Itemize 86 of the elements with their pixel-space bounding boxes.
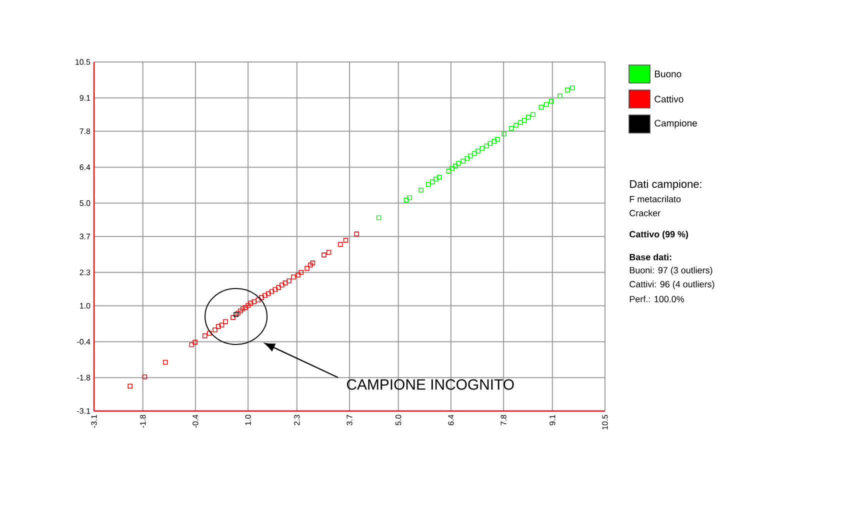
point <box>460 158 466 164</box>
point <box>308 262 313 268</box>
point <box>252 299 256 304</box>
point <box>548 98 554 104</box>
point <box>256 297 261 302</box>
point <box>509 126 514 131</box>
legend-label: Cattivo <box>654 96 684 102</box>
point <box>426 182 431 187</box>
point <box>206 330 212 336</box>
point <box>518 120 523 125</box>
point <box>272 287 278 292</box>
point <box>456 160 461 166</box>
point <box>453 164 458 168</box>
text: Cattivo (99 %) <box>630 230 688 240</box>
point <box>480 146 485 151</box>
point <box>434 176 438 182</box>
point <box>163 360 168 365</box>
point <box>495 136 500 142</box>
point <box>526 114 531 120</box>
point <box>296 272 300 278</box>
point <box>192 340 198 345</box>
text: Cracker <box>630 210 660 216</box>
point <box>322 252 326 258</box>
point <box>310 260 316 266</box>
point <box>246 303 250 308</box>
point <box>544 102 549 107</box>
point <box>279 282 284 288</box>
annotation: CAMPIONE INCOGNITO <box>347 379 514 390</box>
point <box>376 215 382 220</box>
point <box>430 179 435 184</box>
point <box>354 232 360 236</box>
point <box>407 195 412 200</box>
point <box>262 293 268 298</box>
point <box>338 242 343 247</box>
point <box>230 315 236 320</box>
point <box>223 319 228 324</box>
point <box>343 238 348 243</box>
point <box>269 289 274 294</box>
point <box>248 300 254 306</box>
point <box>202 333 208 338</box>
point <box>484 143 490 148</box>
point <box>530 112 536 117</box>
text: Perf.: 100.0% <box>630 296 684 302</box>
text: Buoni: 97 (3 outliers) <box>630 266 712 276</box>
point <box>240 306 246 312</box>
point <box>189 342 194 348</box>
legend-label: Campione <box>654 120 697 128</box>
point <box>488 141 492 146</box>
point <box>142 374 148 380</box>
point <box>212 327 218 332</box>
point <box>286 278 292 284</box>
point <box>216 324 221 329</box>
point <box>502 131 506 136</box>
point <box>291 274 296 280</box>
point <box>243 305 248 310</box>
point <box>404 198 409 202</box>
point <box>514 122 518 128</box>
point <box>450 166 454 171</box>
point <box>570 86 575 90</box>
point <box>446 168 452 174</box>
point <box>472 150 478 156</box>
point <box>565 88 570 92</box>
legend-label: Buono <box>654 70 682 78</box>
text: F metacrilato <box>630 196 681 202</box>
text: Dati campione: <box>630 180 702 190</box>
point <box>282 280 288 286</box>
point <box>304 266 310 271</box>
point <box>492 138 497 144</box>
point <box>219 322 224 328</box>
point <box>128 384 132 388</box>
point <box>276 285 281 290</box>
point <box>464 156 470 161</box>
point <box>298 270 304 275</box>
point <box>522 118 527 123</box>
point <box>468 154 473 158</box>
point <box>558 93 562 98</box>
point <box>238 308 243 314</box>
text: Cattivi: 96 (4 outliers) <box>630 280 714 290</box>
point <box>418 188 424 192</box>
point <box>259 295 264 300</box>
point <box>326 250 332 255</box>
point <box>436 174 442 180</box>
point <box>266 291 271 296</box>
point <box>538 104 544 110</box>
text: Base dati: <box>630 254 672 260</box>
point <box>476 148 480 154</box>
